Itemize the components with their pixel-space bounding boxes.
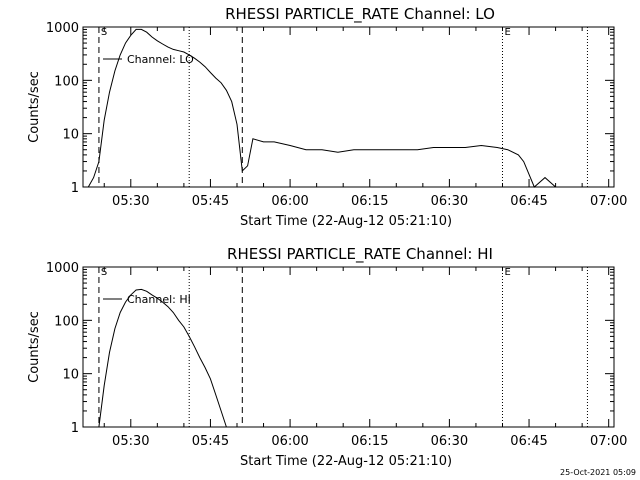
- marker-label: E: [504, 27, 510, 38]
- series-line: [87, 28, 556, 188]
- y-axis-label: Counts/sec: [27, 311, 42, 383]
- legend-entry: Channel: HI: [127, 293, 191, 306]
- x-tick-label: 05:30: [112, 194, 149, 209]
- plot-frame: [82, 26, 615, 188]
- y-tick-label: 1000: [46, 261, 79, 276]
- legend: Channel: LO: [103, 53, 194, 66]
- x-tick-label: 05:45: [192, 194, 229, 209]
- series-line: [98, 288, 227, 428]
- y-tick-label: 10: [62, 128, 79, 143]
- x-axis-label: Start Time (22-Aug-12 05:21:10): [240, 214, 452, 229]
- y-axis: 1 10 100 1000: [46, 21, 614, 196]
- plot-frame: [82, 266, 615, 428]
- footer-timestamp: 25-Oct-2021 05:09: [560, 468, 636, 477]
- y-axis-label: Counts/sec: [27, 71, 42, 143]
- y-tick-label: 1000: [46, 21, 79, 36]
- marker-label: E: [504, 267, 510, 278]
- chart-title: RHESSI PARTICLE_RATE Channel: LO: [225, 5, 495, 24]
- y-tick-label: 10: [62, 368, 79, 383]
- chart-title: RHESSI PARTICLE_RATE Channel: HI: [227, 245, 493, 264]
- y-tick-label: 100: [54, 74, 79, 89]
- marker-label: S: [101, 27, 107, 38]
- x-tick-label: 07:00: [590, 194, 627, 209]
- panel-hi: RHESSI PARTICLE_RATE Channel: HI 1101001…: [27, 245, 627, 469]
- x-tick-label: 06:00: [271, 194, 308, 209]
- x-tick-label: 06:15: [351, 434, 388, 449]
- legend: Channel: HI: [103, 293, 191, 306]
- x-tick-label: 06:30: [431, 194, 468, 209]
- x-tick-label: 06:30: [431, 434, 468, 449]
- x-axis: 05:30 05:45 06:00 06:15 06:30 06:45 07:00: [103, 27, 627, 209]
- y-axis: 1 10 100 1000: [46, 261, 614, 436]
- x-tick-label: 06:00: [271, 434, 308, 449]
- y-tick-label: 100: [54, 314, 79, 329]
- x-tick-label: 06:15: [351, 194, 388, 209]
- y-tick-label: 1: [71, 421, 79, 436]
- x-axis: 05:30 05:45 06:00 06:15 06:30 06:45 07:00: [103, 267, 627, 449]
- y-tick-label: 1: [71, 181, 79, 196]
- x-axis-label: Start Time (22-Aug-12 05:21:10): [240, 454, 452, 469]
- x-tick-label: 06:45: [510, 434, 547, 449]
- x-tick-label: 06:45: [510, 194, 547, 209]
- x-tick-label: 05:45: [192, 434, 229, 449]
- x-tick-label: 07:00: [590, 434, 627, 449]
- panel-lo: RHESSI PARTICLE_RATE Channel: LO 1101001…: [27, 5, 627, 229]
- marker-label: S: [101, 267, 107, 278]
- x-tick-label: 05:30: [112, 434, 149, 449]
- legend-entry: Channel: LO: [127, 53, 194, 66]
